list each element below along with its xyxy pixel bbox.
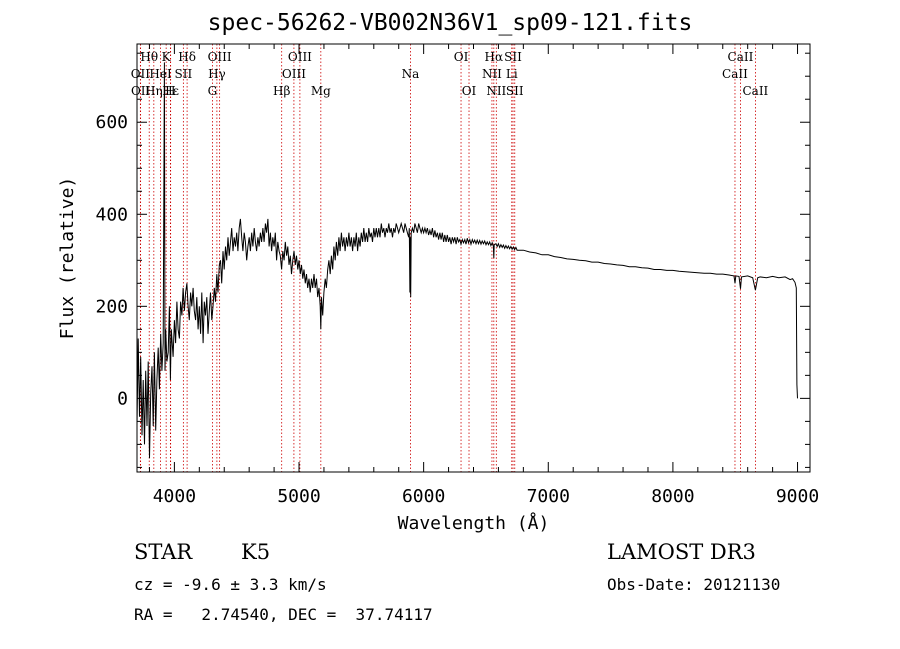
x-tick-label: 4000 [153,486,196,507]
marker-label: CaII [722,67,748,81]
spectrum-line [136,62,798,459]
marker-label: Li [506,67,518,81]
marker-label: Hα [485,50,504,64]
marker-label: Hδ [178,50,196,64]
y-tick-label: 200 [95,296,128,317]
line-markers [139,44,756,472]
marker-label: Hη [145,84,163,98]
y-tick-label: 600 [95,112,128,133]
marker-label: OI [462,84,477,98]
subclass: K5 [241,540,271,564]
y-tick-label: 0 [117,388,128,409]
marker-label: SII [504,50,522,64]
marker-label: OIII [208,50,232,64]
marker-label: G [208,84,218,98]
x-tick-label: 9000 [776,486,819,507]
marker-label: OII [131,67,151,81]
x-tick-label: 8000 [651,486,694,507]
marker-label: Hγ [208,67,226,81]
marker-label: Hθ [140,50,158,64]
x-tick-label: 6000 [402,486,445,507]
marker-label: OIII [282,67,306,81]
marker-label: NII [482,67,502,81]
ra-dec: RA = 2.74540, DEC = 37.74117 [134,605,433,624]
marker-label: OIII [288,50,312,64]
marker-label: Mg [311,84,331,98]
marker-label: Hε [162,84,179,98]
survey-name: LAMOST DR3 [607,540,756,564]
chart-title: spec-56262-VB002N36V1_sp09-121.fits [207,10,693,36]
marker-label: SII [506,84,524,98]
marker-label: Hβ [273,84,290,98]
marker-label: SII [175,67,193,81]
marker-label: CaII [728,50,754,64]
y-axis-label: Flux (relative) [57,177,78,340]
marker-label: OI [454,50,469,64]
x-tick-label: 5000 [277,486,320,507]
redshift-cz: cz = -9.6 ± 3.3 km/s [134,575,327,594]
marker-label: OII [131,84,151,98]
axis-ticks [137,44,810,472]
class-type: STAR [134,540,193,564]
x-tick-label: 7000 [527,486,570,507]
x-axis-label: Wavelength (Å) [398,512,550,534]
y-tick-label: 400 [95,204,128,225]
marker-label: Na [402,67,420,81]
marker-label: K [162,50,172,64]
marker-label: HeI [149,67,172,81]
marker-label: NII [486,84,506,98]
plot-frame [136,43,811,473]
marker-label: CaII [742,84,768,98]
marker-label: H [165,84,175,98]
tick-labels: 4000 5000 6000 7000 8000 9000 0 200 400 600 [95,112,819,507]
obs-date: Obs-Date: 20121130 [607,575,781,594]
